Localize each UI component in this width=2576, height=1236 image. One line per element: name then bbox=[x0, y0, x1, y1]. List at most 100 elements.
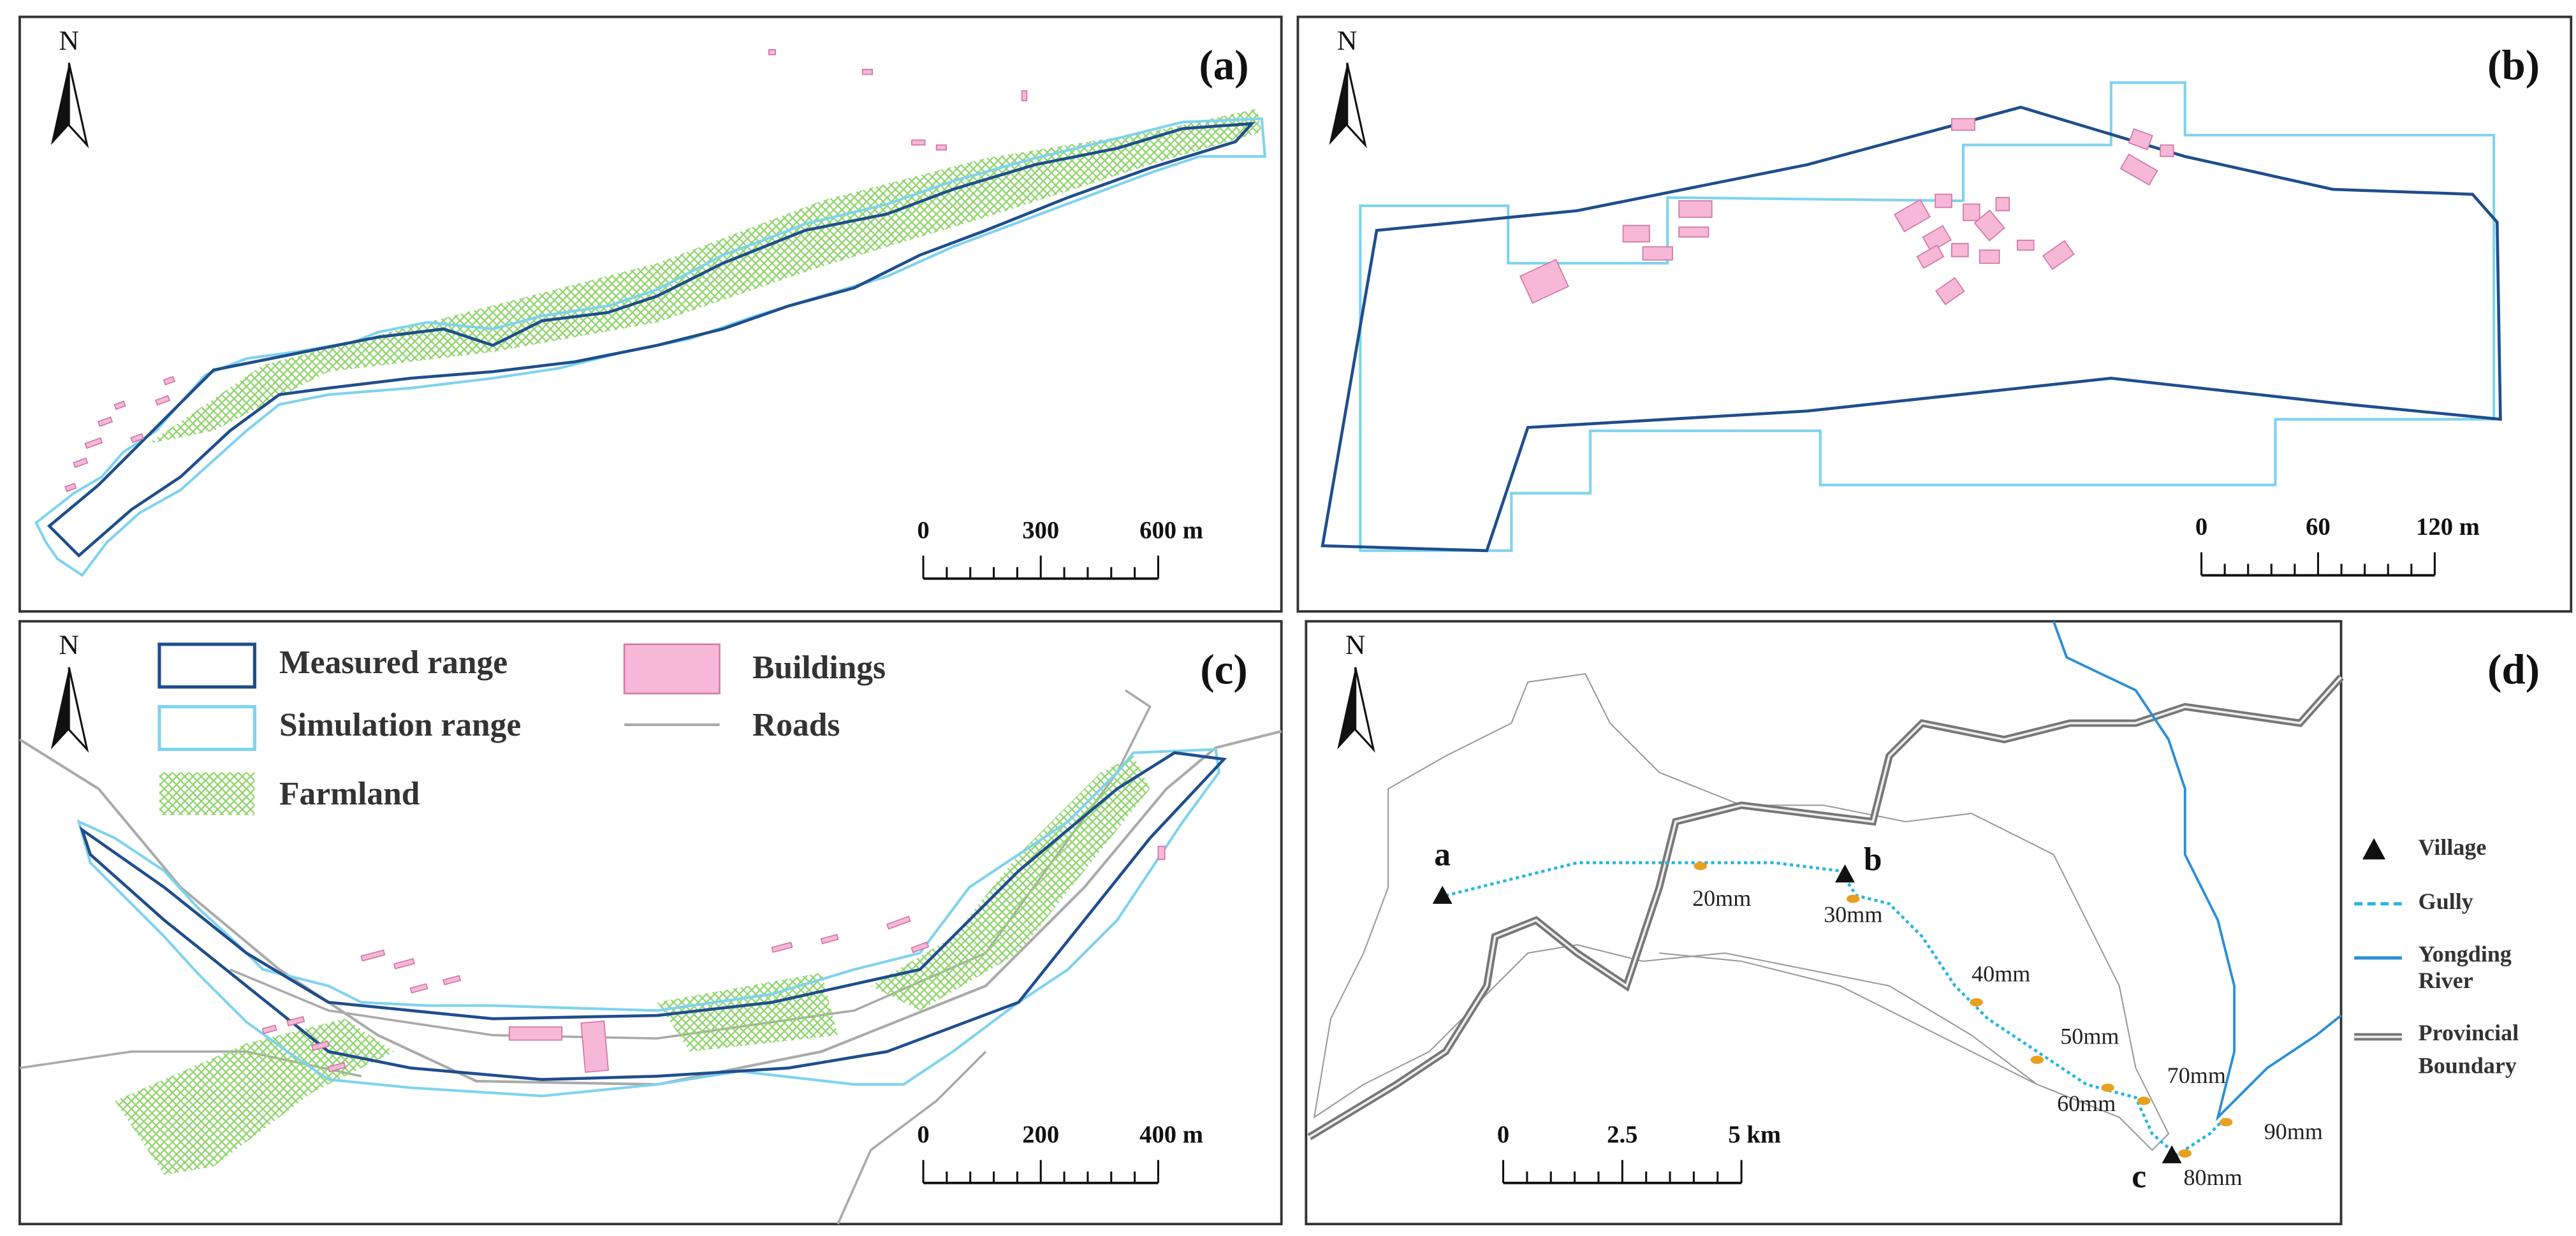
building bbox=[2128, 128, 2153, 150]
panel-frame bbox=[1296, 15, 2573, 613]
watershed-boundary bbox=[1313, 673, 2170, 1151]
building bbox=[1021, 90, 1028, 101]
village bbox=[2162, 1145, 2182, 1163]
building bbox=[442, 975, 462, 985]
building bbox=[113, 400, 126, 411]
north-label: N bbox=[59, 630, 79, 660]
north-label: N bbox=[59, 25, 79, 56]
rainfall-label: 70mm bbox=[2167, 1063, 2226, 1088]
panel-label: (c) bbox=[1200, 646, 1247, 693]
north-label: N bbox=[1345, 630, 1366, 660]
village-label: a bbox=[1434, 837, 1451, 873]
gully bbox=[1445, 861, 2227, 1157]
measured-range bbox=[1321, 105, 2502, 553]
building bbox=[393, 958, 415, 970]
north-arrow bbox=[68, 667, 89, 753]
panel-label: (b) bbox=[2487, 41, 2540, 89]
building bbox=[360, 949, 386, 962]
legend-label: Simulation range bbox=[279, 707, 521, 743]
legend-label: Boundary bbox=[2419, 1053, 2517, 1079]
building bbox=[73, 457, 89, 469]
road bbox=[837, 1051, 987, 1225]
building bbox=[911, 941, 930, 954]
scale-label: 5 km bbox=[1728, 1122, 1781, 1149]
building bbox=[580, 1020, 610, 1073]
north-arrow bbox=[1346, 62, 1367, 149]
legend-swatch bbox=[159, 772, 255, 815]
building bbox=[1519, 259, 1569, 304]
north-label: N bbox=[1337, 25, 1358, 56]
north-arrow bbox=[1354, 667, 1375, 753]
scale-label: 60 bbox=[2306, 514, 2331, 541]
building bbox=[1642, 246, 1673, 261]
measured-range bbox=[79, 751, 1227, 1081]
building bbox=[84, 437, 103, 449]
rainfall-label: 80mm bbox=[2184, 1165, 2243, 1190]
village bbox=[1432, 885, 1453, 904]
legend-label: Yongding bbox=[2419, 942, 2512, 967]
building bbox=[1951, 243, 1969, 258]
building bbox=[2042, 240, 2075, 270]
building bbox=[935, 144, 947, 151]
scale-label: 120 m bbox=[2416, 514, 2480, 541]
scale-label: 200 bbox=[1022, 1122, 1059, 1149]
building bbox=[1979, 249, 2000, 264]
simulation-range bbox=[1359, 81, 2496, 552]
rain-marker bbox=[2178, 1149, 2192, 1158]
scale-label: 0 bbox=[917, 517, 929, 544]
scale-label: 400 m bbox=[1139, 1122, 1203, 1149]
rainfall-label: 60mm bbox=[2057, 1091, 2116, 1116]
building bbox=[1995, 197, 2010, 212]
scale-label: 600 m bbox=[1139, 517, 1203, 544]
rain-marker bbox=[1847, 894, 1860, 903]
scale-label: 0 bbox=[917, 1122, 929, 1149]
village bbox=[1834, 864, 1855, 883]
farmland bbox=[147, 108, 1262, 444]
building bbox=[1963, 203, 1980, 221]
building bbox=[311, 1040, 330, 1051]
building bbox=[1894, 199, 1931, 233]
building bbox=[768, 49, 777, 55]
building bbox=[1935, 193, 1952, 208]
village-label: b bbox=[1864, 841, 1882, 878]
legend-label: Roads bbox=[752, 707, 840, 743]
building bbox=[154, 395, 171, 406]
building bbox=[163, 375, 176, 386]
panel-label: (d) bbox=[2487, 646, 2540, 693]
village-label: c bbox=[2132, 1159, 2146, 1195]
north-arrow bbox=[50, 667, 70, 750]
rainfall-label: 90mm bbox=[2264, 1119, 2323, 1144]
building bbox=[1916, 244, 1945, 269]
scale-label: 0 bbox=[1497, 1122, 1509, 1149]
building bbox=[771, 942, 793, 953]
legend-label: Provincial bbox=[2419, 1020, 2519, 1045]
panel-frame bbox=[18, 620, 1283, 1226]
building bbox=[64, 483, 77, 493]
provincial-boundary bbox=[1308, 676, 2342, 1138]
north-arrow bbox=[68, 62, 89, 149]
building bbox=[2119, 153, 2158, 186]
building bbox=[327, 1062, 346, 1073]
building bbox=[286, 1015, 305, 1027]
farmland bbox=[115, 1019, 395, 1175]
north-arrow bbox=[1337, 667, 1356, 750]
building bbox=[130, 433, 145, 444]
measured-range bbox=[47, 122, 1255, 558]
scale-label: 300 bbox=[1022, 517, 1059, 544]
north-arrow bbox=[50, 62, 70, 145]
legend-label: Gully bbox=[2419, 889, 2473, 914]
building bbox=[97, 416, 113, 427]
panel-label: (a) bbox=[1199, 41, 1248, 89]
rain-marker bbox=[1970, 998, 1983, 1007]
building bbox=[1922, 224, 1952, 252]
legend-swatch bbox=[2362, 838, 2386, 860]
rainfall-label: 30mm bbox=[1824, 902, 1882, 927]
legend-label: Measured range bbox=[279, 644, 508, 681]
rain-marker bbox=[1694, 862, 1708, 870]
building bbox=[409, 983, 428, 994]
building bbox=[820, 934, 839, 945]
legend-label: Farmland bbox=[279, 776, 420, 812]
farmland bbox=[657, 973, 838, 1052]
